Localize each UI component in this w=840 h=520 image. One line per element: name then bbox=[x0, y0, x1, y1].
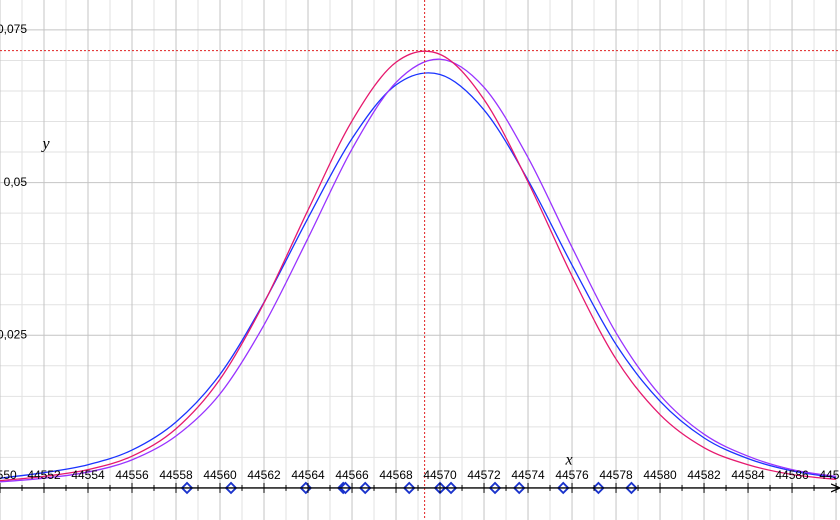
x-tick-label: 44562 bbox=[247, 468, 281, 482]
x-tick-label: 44576 bbox=[555, 468, 589, 482]
x-tick-label: 44570 bbox=[423, 468, 457, 482]
x-tick-label: 44588 bbox=[819, 468, 840, 482]
x-tick-label: 44584 bbox=[731, 468, 765, 482]
x-tick-label: 44578 bbox=[599, 468, 633, 482]
x-tick-label: 44550 bbox=[0, 468, 17, 482]
x-tick-label: 44568 bbox=[379, 468, 413, 482]
axes: 44550 44552 44554 44556 44558 44560 44562 44564… bbox=[0, 22, 840, 493]
x-tick-label: 44566 bbox=[335, 468, 369, 482]
curve bbox=[0, 50, 837, 482]
x-tick-label: 44560 bbox=[203, 468, 237, 482]
x-tick-label: 44552 bbox=[27, 468, 61, 482]
curve bbox=[0, 72, 837, 479]
y-axis-label: y bbox=[40, 136, 50, 153]
x-tick-label: 44564 bbox=[291, 468, 325, 482]
x-tick-label: 44572 bbox=[467, 468, 501, 482]
x-tick-label: 44558 bbox=[159, 468, 193, 482]
x-tick-label: 44556 bbox=[115, 468, 149, 482]
x-tick-label: 44554 bbox=[71, 468, 105, 482]
x-tick-label: 44574 bbox=[511, 468, 545, 482]
y-tick-label: 0,025 bbox=[0, 327, 27, 341]
x-axis-label: x bbox=[564, 452, 572, 469]
x-tick-label: 44582 bbox=[687, 468, 721, 482]
y-tick-label: 0,05 bbox=[4, 175, 28, 189]
x-tick-label: 44586 bbox=[775, 468, 809, 482]
curve bbox=[0, 58, 837, 483]
x-tick-label: 44580 bbox=[643, 468, 677, 482]
y-tick-label: 0,075 bbox=[0, 22, 27, 36]
